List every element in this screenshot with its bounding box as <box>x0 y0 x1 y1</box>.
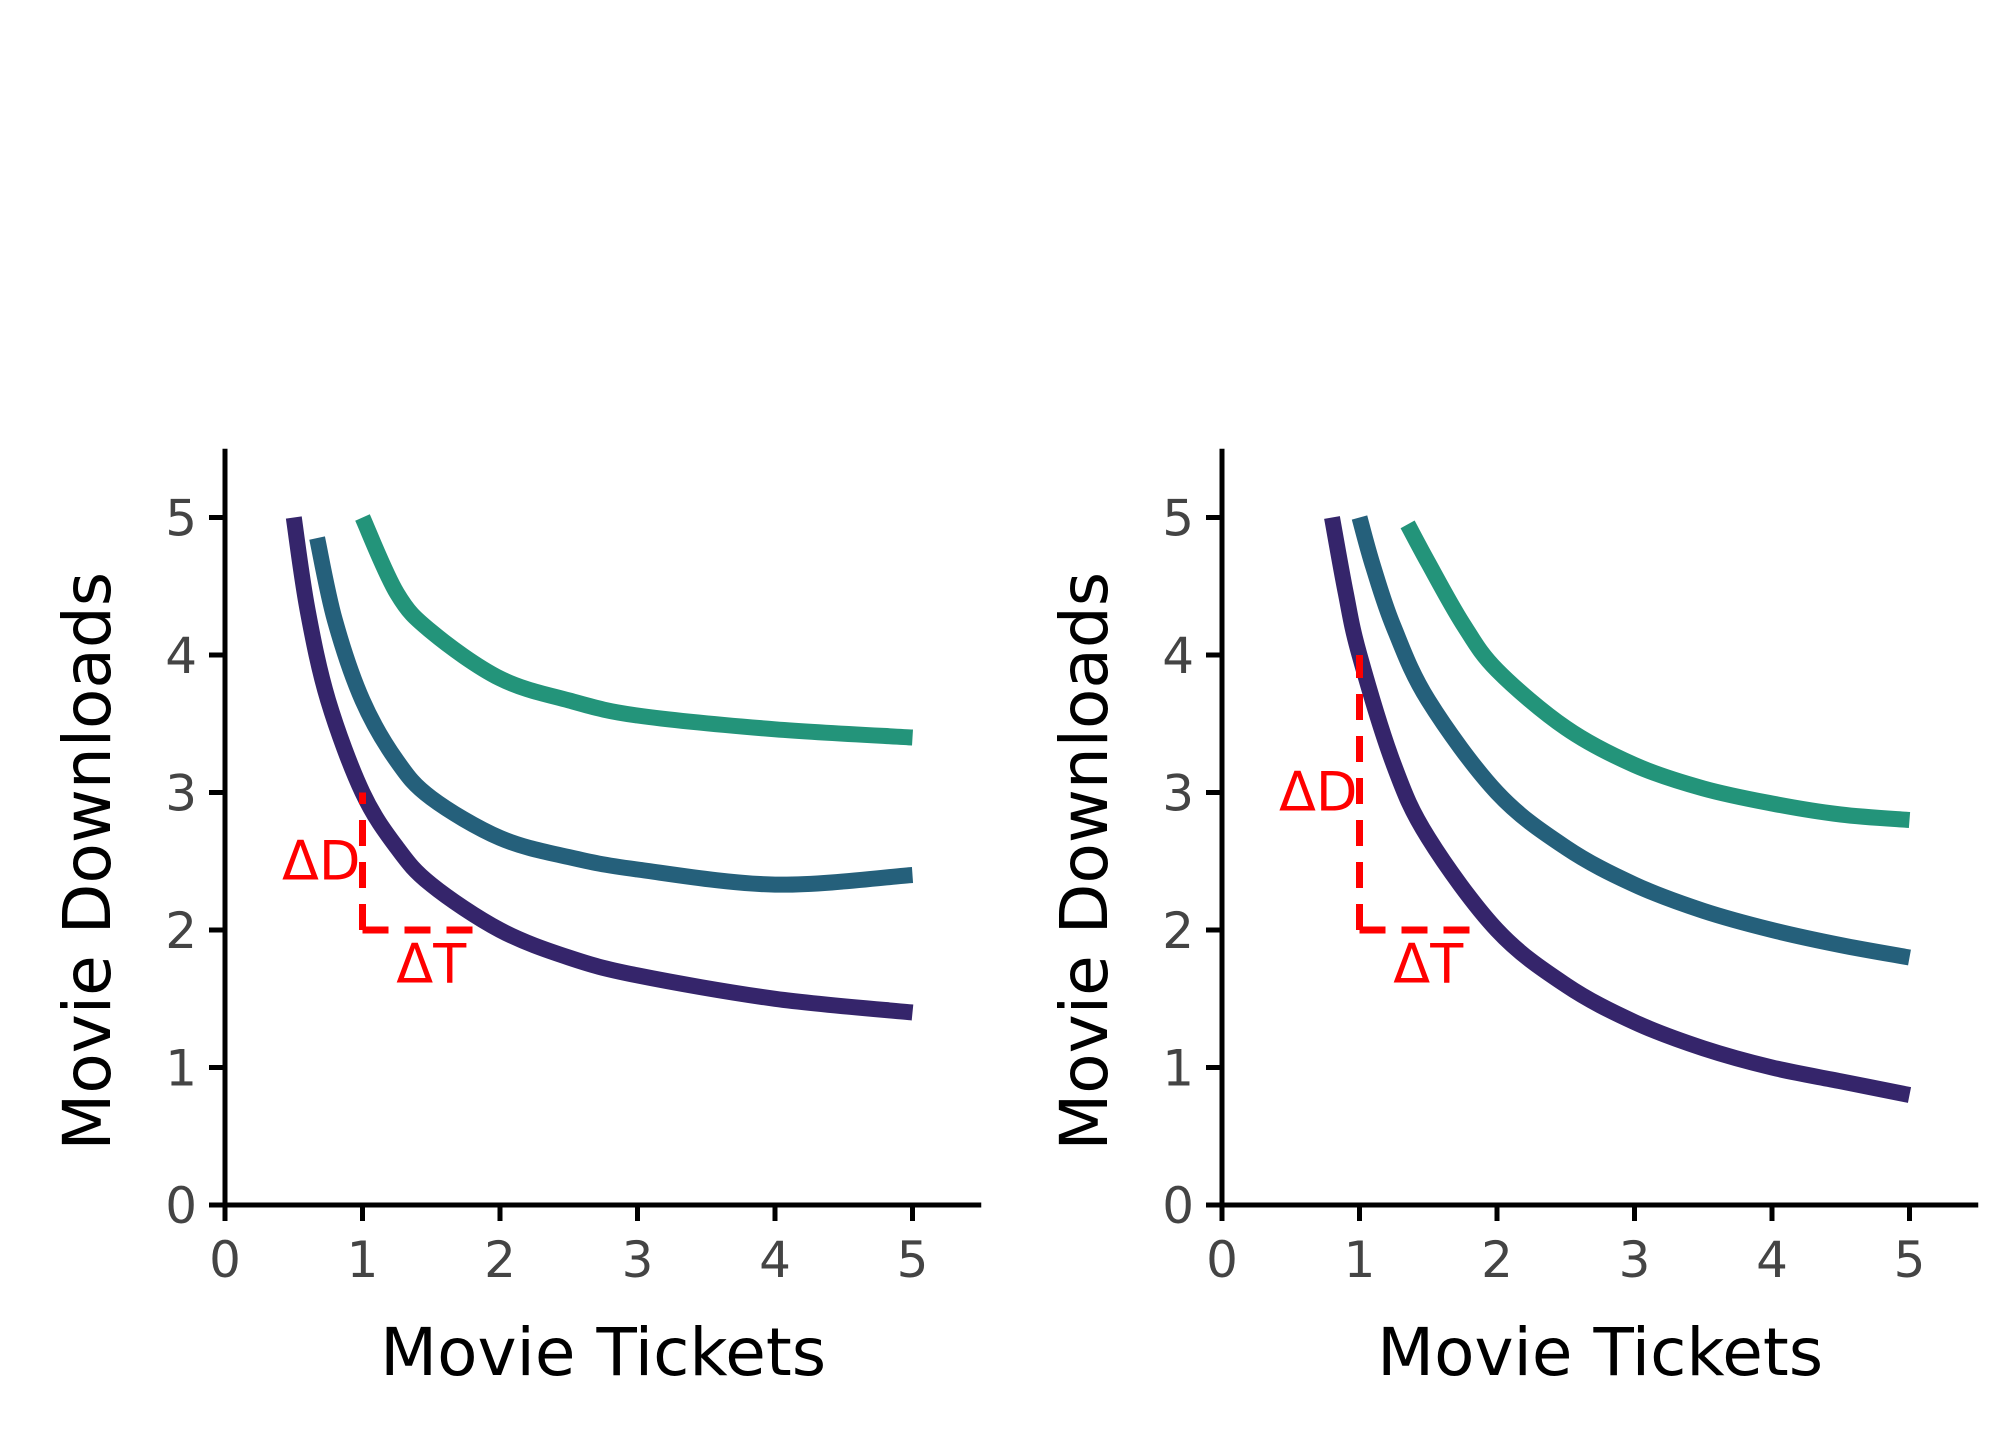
y-axis-title: Movie Downloads <box>1046 572 1123 1151</box>
x-tick-label: 5 <box>1894 1231 1926 1289</box>
y-tick-label: 1 <box>165 1040 197 1098</box>
x-axis-title: Movie Tickets <box>380 1314 826 1391</box>
y-tick-label: 4 <box>1162 627 1194 685</box>
indifference-curve-1 <box>1324 516 1912 1103</box>
y-tick-label: 0 <box>1162 1177 1194 1235</box>
indifference-curve-1 <box>285 516 914 1021</box>
indifference-curve-2 <box>1351 515 1911 966</box>
x-tick-label: 5 <box>897 1231 929 1289</box>
y-tick-label: 3 <box>1162 765 1194 823</box>
x-tick-label: 2 <box>1481 1231 1513 1289</box>
x-tick-label: 3 <box>622 1231 654 1289</box>
indifference-curve-3 <box>1400 520 1911 828</box>
x-tick-label: 4 <box>1756 1231 1788 1289</box>
y-tick-label: 4 <box>165 627 197 685</box>
delta-d-label: ΔD <box>1279 761 1358 824</box>
delta-t-label: ΔT <box>396 932 467 995</box>
y-tick-label: 0 <box>165 1177 197 1235</box>
x-axis-title: Movie Tickets <box>1377 1314 1823 1391</box>
x-tick-label: 0 <box>209 1231 241 1289</box>
y-tick-label: 2 <box>1162 902 1194 960</box>
x-tick-label: 3 <box>1619 1231 1651 1289</box>
y-tick-label: 5 <box>1162 490 1194 548</box>
y-tick-label: 5 <box>165 490 197 548</box>
x-tick-label: 1 <box>1344 1231 1376 1289</box>
delta-d-label: ΔD <box>282 829 361 892</box>
y-axis-title: Movie Downloads <box>49 572 126 1151</box>
indifference-curve-2 <box>309 536 914 893</box>
x-tick-label: 0 <box>1206 1231 1238 1289</box>
y-tick-label: 1 <box>1162 1040 1194 1098</box>
delta-t-label: ΔT <box>1393 932 1464 995</box>
panel-1: 0 1 2 3 4 5 0 1 2 3 4 5 Movie Tickets Movie Downloads… <box>49 448 982 1391</box>
panel-2: 0 1 2 3 4 5 0 1 2 3 4 5 Movie Tickets Movie Downloads… <box>1046 448 1979 1391</box>
x-tick-label: 1 <box>347 1231 379 1289</box>
x-tick-label: 2 <box>484 1231 516 1289</box>
indifference-curve-3 <box>355 514 913 746</box>
x-tick-label: 4 <box>759 1231 791 1289</box>
y-tick-label: 3 <box>165 765 197 823</box>
y-tick-label: 2 <box>165 902 197 960</box>
